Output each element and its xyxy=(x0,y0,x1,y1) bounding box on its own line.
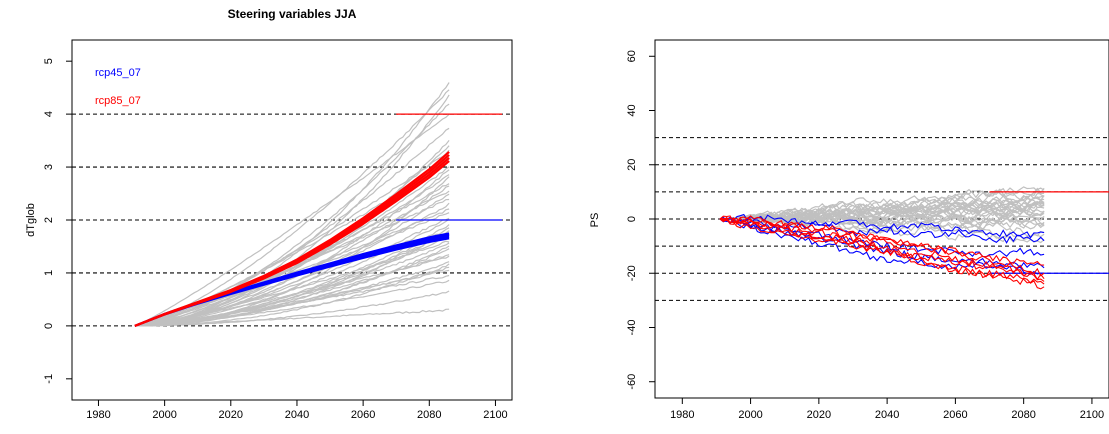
series-line-rcp45-07 xyxy=(719,213,1045,239)
y-tick-label: 20 xyxy=(626,159,638,171)
x-tick-label: 2000 xyxy=(738,409,762,421)
x-tick-label: 2020 xyxy=(807,409,831,421)
y-tick-label: -40 xyxy=(626,320,638,336)
series-lines-left xyxy=(134,151,450,327)
ensemble-line xyxy=(134,176,450,327)
panel-ps: 1980 2000 2020 2040 2060 2080 2100 -60-40-2002… xyxy=(589,39,1109,421)
x-tick-label: 2080 xyxy=(1011,409,1035,421)
y-axis-right: -60 -40 -20 0 20 40 60 xyxy=(626,50,655,390)
panel-dtglob: 1980 2000 2020 2040 2060 2080 2100 -1 0 1 2 3 4 5 dT… xyxy=(25,39,513,421)
series-line-rcp85-07 xyxy=(719,217,1045,285)
ensemble-line xyxy=(134,290,450,327)
ensemble-line xyxy=(134,82,450,327)
ensemble-line xyxy=(719,199,1045,221)
series-lines-right xyxy=(719,213,1045,290)
y-tick-label: 2 xyxy=(43,217,55,223)
series-line-rcp85-07 xyxy=(719,215,1045,277)
ensemble-line xyxy=(134,113,450,327)
x-axis-right: 1980 2000 2020 2040 2060 2080 2100 xyxy=(670,398,1104,421)
x-tick-label: 2020 xyxy=(219,409,243,421)
ensemble-line xyxy=(134,127,450,327)
series-line-rcp85-07 xyxy=(134,151,450,327)
y-tick-label: 60 xyxy=(626,50,638,62)
ensemble-line xyxy=(134,103,450,327)
x-tick-label: 2040 xyxy=(285,409,309,421)
y-axis-title-left: dTglob xyxy=(25,203,37,237)
x-tick-label: 2080 xyxy=(417,409,441,421)
y-tick-label: 1 xyxy=(43,270,55,276)
ensemble-line xyxy=(134,230,450,327)
marker-segments-right xyxy=(989,191,1109,274)
ensemble-line xyxy=(134,190,450,327)
x-tick-label: 2060 xyxy=(943,409,967,421)
ensemble-line xyxy=(134,94,450,327)
y-tick-label: 3 xyxy=(43,164,55,170)
x-tick-label: 2100 xyxy=(1080,409,1104,421)
y-tick-label: -20 xyxy=(626,265,638,281)
y-tick-label: -60 xyxy=(626,374,638,390)
x-tick-label: 2000 xyxy=(152,409,176,421)
y-tick-label: 5 xyxy=(43,58,55,64)
ensemble-line xyxy=(134,263,450,327)
ensemble-line xyxy=(719,204,1045,227)
main-title: Steering variables JJA xyxy=(228,7,357,21)
ensemble-line xyxy=(134,193,450,327)
series-line-rcp45-07 xyxy=(719,217,1045,244)
marker-segments-left xyxy=(396,113,503,221)
y-tick-label: 4 xyxy=(43,111,55,117)
legend-rcp45-07: rcp45_07 xyxy=(95,67,141,79)
ensemble-lines-left xyxy=(134,82,450,327)
x-tick-label: 2100 xyxy=(483,409,507,421)
ensemble-line xyxy=(134,145,450,327)
x-tick-label: 2040 xyxy=(875,409,899,421)
ensemble-line xyxy=(719,202,1045,223)
y-tick-label: 40 xyxy=(626,104,638,116)
y-axis-left: -1 0 1 2 3 4 5 xyxy=(43,58,72,384)
y-tick-label: 0 xyxy=(43,323,55,329)
x-tick-label: 1980 xyxy=(670,409,694,421)
x-tick-label: 2060 xyxy=(351,409,375,421)
y-tick-label: -1 xyxy=(43,374,55,384)
ensemble-line xyxy=(134,248,450,327)
y-axis-title-right: PS xyxy=(589,213,601,228)
x-axis-left: 1980 2000 2020 2040 2060 2080 2100 xyxy=(86,400,508,421)
y-tick-label: 0 xyxy=(626,216,638,222)
legend-rcp85-07: rcp85_07 xyxy=(95,95,141,107)
x-tick-label: 1980 xyxy=(86,409,110,421)
